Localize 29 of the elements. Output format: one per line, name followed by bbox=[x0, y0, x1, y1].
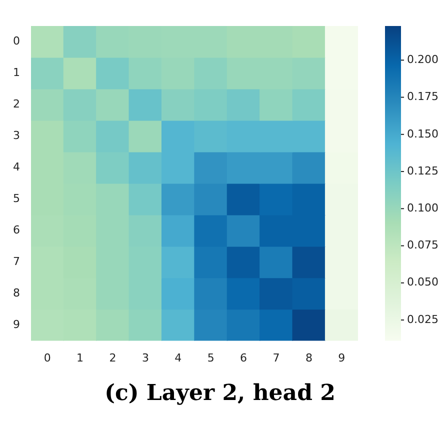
y-tick-label: 6 bbox=[13, 223, 20, 236]
y-tick-label: 2 bbox=[13, 98, 20, 111]
x-tick-label: 0 bbox=[44, 351, 51, 364]
x-tick-label: 9 bbox=[338, 351, 346, 364]
y-tick-label: 0 bbox=[13, 34, 20, 48]
x-tick-label: 7 bbox=[272, 351, 280, 364]
x-tick-label: 2 bbox=[109, 351, 116, 364]
x-tick-label: 4 bbox=[174, 351, 182, 364]
x-tick-label: 1 bbox=[76, 351, 84, 364]
text: (c) Layer 2, head 2 bbox=[104, 380, 336, 406]
color-bar-label: 0.200 bbox=[407, 53, 438, 66]
color-bar-label: 0.050 bbox=[407, 276, 438, 289]
y-tick-label: 1 bbox=[13, 66, 20, 80]
y-tick-label: 3 bbox=[13, 129, 20, 142]
color-bar-label: 0.100 bbox=[407, 202, 438, 215]
y-tick-label: 8 bbox=[13, 286, 20, 300]
y-tick-label: 9 bbox=[13, 318, 20, 331]
x-tick-label: 3 bbox=[142, 351, 149, 364]
x-tick-label: 5 bbox=[207, 351, 214, 364]
y-tick-label: 5 bbox=[13, 192, 20, 205]
color-bar-label: 0.150 bbox=[407, 127, 438, 140]
color-bar-label: 0.125 bbox=[407, 164, 438, 178]
color-bar-label: 0.025 bbox=[407, 312, 438, 326]
color-bar-label: 0.175 bbox=[407, 90, 438, 104]
x-tick-label: 6 bbox=[240, 351, 248, 364]
x-tick-label: 8 bbox=[305, 351, 312, 364]
color-bar-label: 0.075 bbox=[407, 238, 438, 252]
y-tick-label: 4 bbox=[13, 160, 20, 174]
y-tick-label: 7 bbox=[13, 254, 20, 268]
